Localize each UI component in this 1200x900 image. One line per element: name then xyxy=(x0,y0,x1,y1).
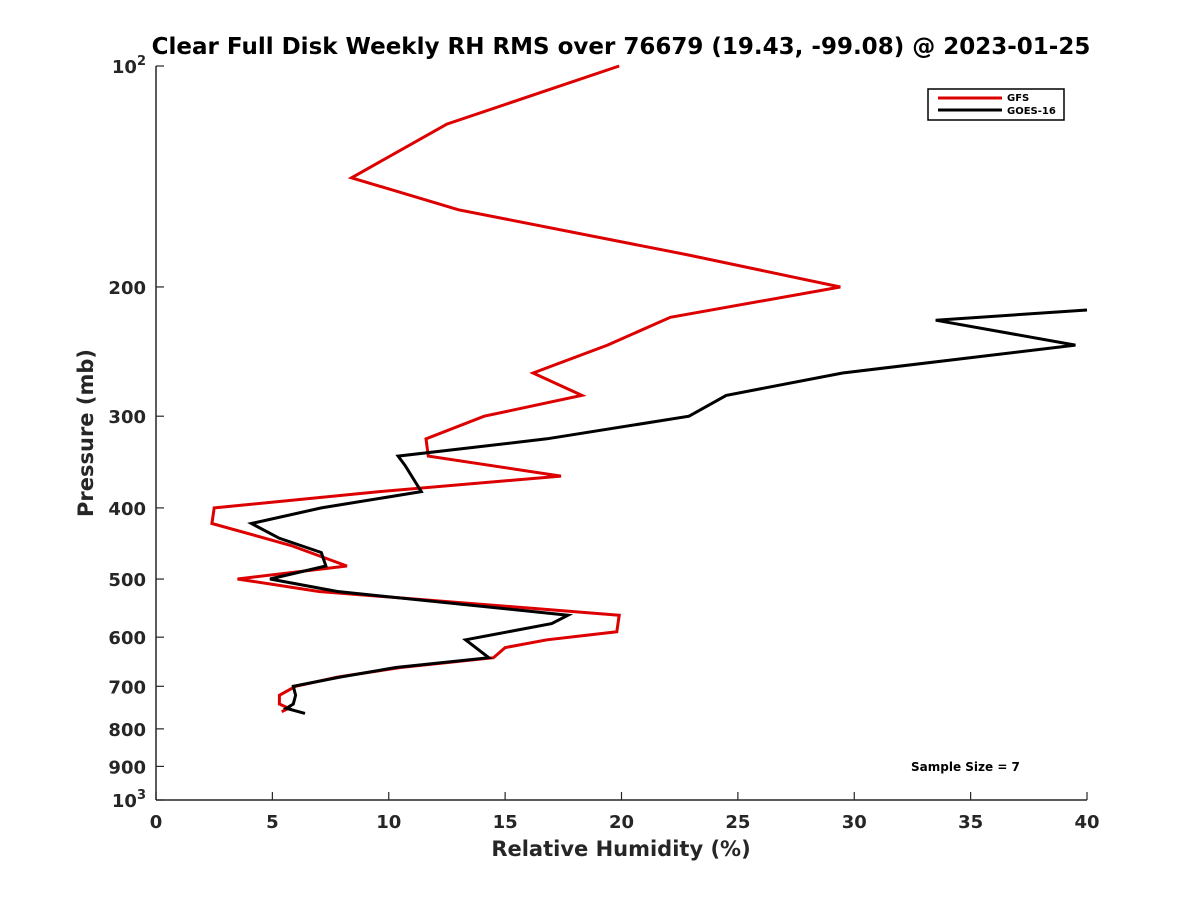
y-axis-label: Pressure (mb) xyxy=(74,349,98,517)
x-ticks: 0 5 10 15 20 25 30 35 40 xyxy=(150,792,1100,833)
y-tick-label: 800 xyxy=(108,720,146,741)
sample-size-annotation: Sample Size = 7 xyxy=(911,760,1020,774)
y-ticks: 102 200 300 400 500 600 700 800 900 103 xyxy=(108,54,164,812)
x-tick-label: 25 xyxy=(725,812,750,833)
chart-title: Clear Full Disk Weekly RH RMS over 76679… xyxy=(152,34,1091,60)
legend-label-gfs: GFS xyxy=(1007,93,1029,104)
y-tick-label: 102 xyxy=(112,54,146,78)
y-tick-label: 700 xyxy=(108,677,146,698)
y-tick-label: 200 xyxy=(108,278,146,299)
x-tick-label: 30 xyxy=(842,812,867,833)
x-tick-label: 35 xyxy=(958,812,983,833)
legend-label-goes16: GOES-16 xyxy=(1007,106,1056,117)
x-tick-label: 5 xyxy=(266,812,279,833)
y-tick-label: 500 xyxy=(108,570,146,591)
y-tick-label: 900 xyxy=(108,757,146,778)
x-tick-label: 20 xyxy=(609,812,634,833)
y-tick-label: 600 xyxy=(108,628,146,649)
x-tick-label: 15 xyxy=(493,812,518,833)
x-tick-label: 40 xyxy=(1074,812,1099,833)
y-tick-label: 300 xyxy=(108,407,146,428)
legend-box xyxy=(927,88,1065,121)
series-line-goes16 xyxy=(247,308,1088,715)
legend: GFS GOES-16 xyxy=(927,88,1065,121)
x-tick-label: 0 xyxy=(150,812,163,833)
x-tick-label: 10 xyxy=(376,812,401,833)
x-axis-label: Relative Humidity (%) xyxy=(491,837,750,861)
series-layer xyxy=(210,64,1088,715)
y-tick-label: 103 xyxy=(112,788,146,812)
y-tick-label: 400 xyxy=(108,499,146,520)
plot-area: 0 5 10 15 20 25 30 35 40 102 200 300 400 500 600 700 80… xyxy=(108,54,1099,833)
